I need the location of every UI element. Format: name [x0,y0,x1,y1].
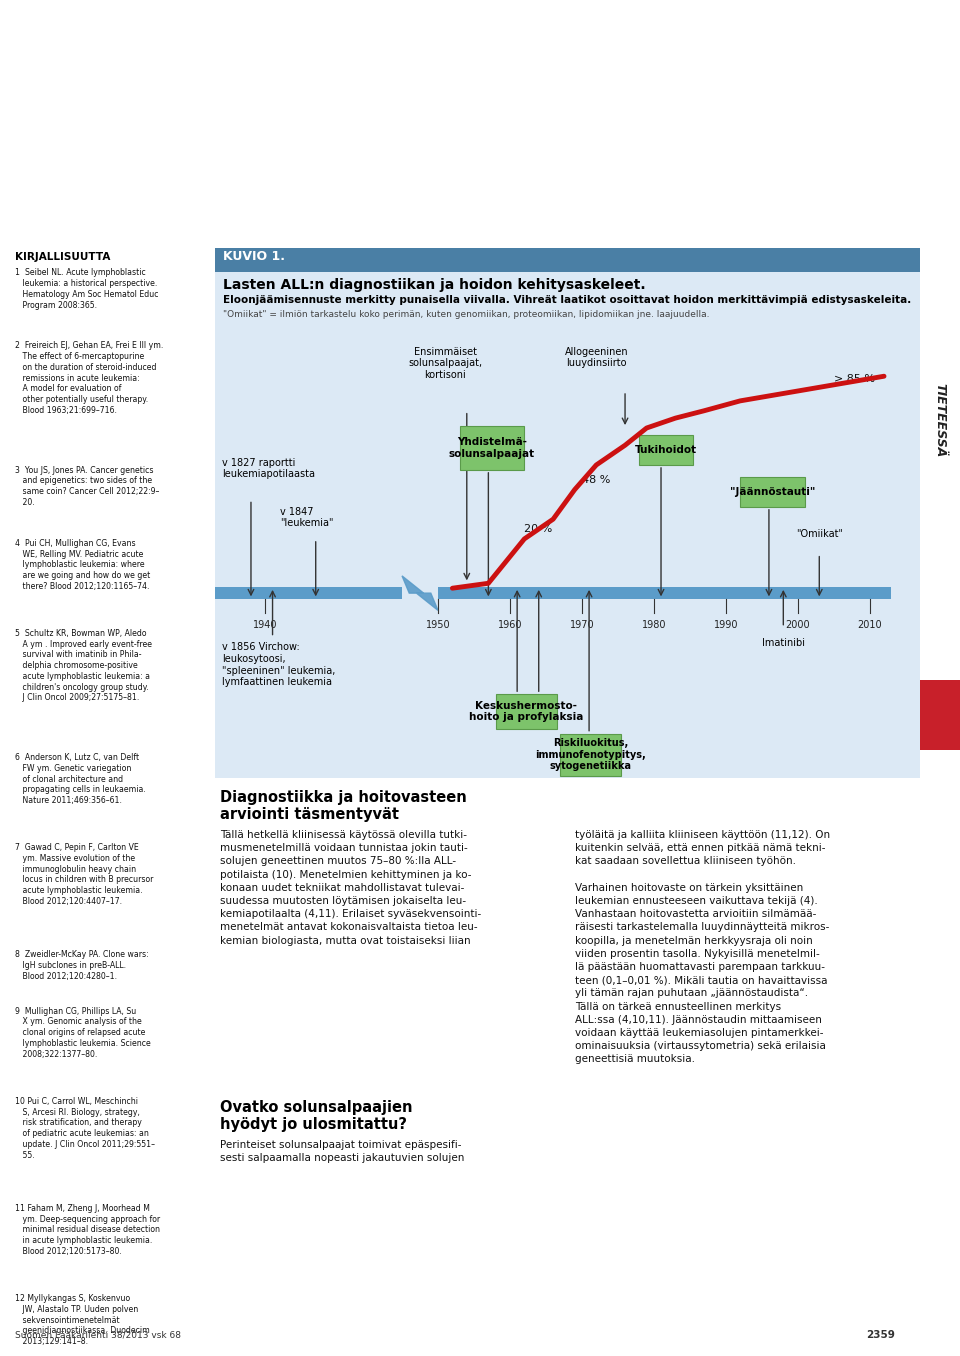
Text: Riskiluokitus,
immunofenotypitys,
sytogenetiikka: Riskiluokitus, immunofenotypitys, sytoge… [536,738,646,772]
Text: 6  Anderson K, Lutz C, van Delft
   FW ym. Genetic variegation
   of clonal arch: 6 Anderson K, Lutz C, van Delft FW ym. G… [15,753,146,805]
Bar [495,694,557,728]
Text: 2  Freireich EJ, Gehan EA, Frei E III ym.
   The effect of 6-mercaptopurine
   o: 2 Freireich EJ, Gehan EA, Frei E III ym.… [15,342,163,415]
Text: 20 %: 20 % [524,523,553,534]
Text: 1960: 1960 [497,620,522,631]
Text: KIRJALLISUUTTA: KIRJALLISUUTTA [15,252,110,262]
Text: "Omiikat": "Omiikat" [796,529,843,538]
Text: 1  Seibel NL. Acute lymphoblastic
   leukemia: a historical perspective.
   Hema: 1 Seibel NL. Acute lymphoblastic leukemi… [15,268,158,309]
Bar [215,248,920,273]
Text: 2000: 2000 [785,620,810,631]
Text: "Jäännöstauti": "Jäännöstauti" [730,487,815,498]
Text: v 1856 Virchow:
leukosytoosi,
"spleeninen" leukemia,
lymfaattinen leukemia: v 1856 Virchow: leukosytoosi, "spleenine… [222,643,336,687]
Text: TIETEESSÄ: TIETEESSÄ [933,384,947,457]
Text: > 85 %: > 85 % [833,374,875,384]
Bar [920,679,960,750]
Text: KUVIO 1.: KUVIO 1. [223,250,285,263]
Text: 5  Schultz KR, Bowman WP, Aledo
   A ym . Improved early event-free
   survival : 5 Schultz KR, Bowman WP, Aledo A ym . Im… [15,629,152,702]
Text: 1950: 1950 [425,620,450,631]
Text: Ensimmäiset
solunsalpaajat,
kortisoni: Ensimmäiset solunsalpaajat, kortisoni [408,347,482,380]
Text: 48 %: 48 % [582,475,611,484]
Text: Diagnostiikka ja hoitovasteen
arviointi täsmentyvät: Diagnostiikka ja hoitovasteen arviointi … [220,791,467,822]
Text: 1980: 1980 [641,620,666,631]
Bar [639,435,693,465]
Bar [740,477,804,507]
Text: Keskushermosto-
hoito ja profylaksia: Keskushermosto- hoito ja profylaksia [468,701,584,723]
Bar [438,587,891,599]
Text: 8  Zweidler-McKay PA. Clone wars:
   IgH subclones in preB-ALL.
   Blood 2012;12: 8 Zweidler-McKay PA. Clone wars: IgH sub… [15,951,149,980]
Text: Yhdistelmä-
solunsalpaajat: Yhdistelmä- solunsalpaajat [449,437,535,458]
Text: 1990: 1990 [713,620,738,631]
Text: 2010: 2010 [857,620,882,631]
Polygon shape [402,576,438,610]
Text: Imatinibi: Imatinibi [762,637,804,648]
Text: Perinteiset solunsalpaajat toimivat epäspesifi-
sesti salpaamalla nopeasti jakau: Perinteiset solunsalpaajat toimivat epäs… [220,1140,465,1163]
Text: Suomen Lääkärilehti 38/2013 vsk 68: Suomen Lääkärilehti 38/2013 vsk 68 [15,1330,181,1340]
Text: 1940: 1940 [253,620,277,631]
Text: 1970: 1970 [569,620,594,631]
Text: v 1827 raportti
leukemiapotilaasta: v 1827 raportti leukemiapotilaasta [222,457,315,479]
Text: "Omiikat" = ilmiön tarkastelu koko perimän, kuten genomiikan, proteomiikan, lipi: "Omiikat" = ilmiön tarkastelu koko perim… [223,311,709,319]
Text: 2359: 2359 [866,1330,895,1340]
Text: Ovatko solunsalpaajien
hyödyt jo ulosmitattu?: Ovatko solunsalpaajien hyödyt jo ulosmit… [220,1100,413,1132]
Text: 3  You JS, Jones PA. Cancer genetics
   and epigenetics: two sides of the
   sam: 3 You JS, Jones PA. Cancer genetics and … [15,465,159,507]
Text: Tällä hetkellä kliinisessä käytössä olevilla tutki-
musmenetelmillä voidaan tunn: Tällä hetkellä kliinisessä käytössä olev… [220,830,481,945]
Bar [215,273,920,778]
Text: v 1847
"leukemia": v 1847 "leukemia" [279,507,333,529]
Text: 12 Myllykangas S, Koskenvuo
   JW, Alastalo TP. Uuden polven
   sekvensointimene: 12 Myllykangas S, Koskenvuo JW, Alastalo… [15,1294,150,1347]
Text: 11 Faham M, Zheng J, Moorhead M
   ym. Deep-sequencing approach for
   minimal r: 11 Faham M, Zheng J, Moorhead M ym. Deep… [15,1204,160,1256]
Text: Eloonjäämisennuste merkitty punaisella viivalla. Vihreät laatikot osoittavat hoi: Eloonjäämisennuste merkitty punaisella v… [223,296,911,305]
Text: Lasten ALL:n diagnostiikan ja hoidon kehitysaskeleet.: Lasten ALL:n diagnostiikan ja hoidon keh… [223,278,646,292]
Bar [215,587,402,599]
Text: Tukihoidot: Tukihoidot [636,445,698,456]
Text: 9  Mullighan CG, Phillips LA, Su
   X ym. Genomic analysis of the
   clonal orig: 9 Mullighan CG, Phillips LA, Su X ym. Ge… [15,1006,151,1059]
Bar [561,734,621,776]
Text: Allogeeninen
luuydinsiirto: Allogeeninen luuydinsiirto [564,347,628,369]
Bar [460,426,524,471]
Text: 4  Pui CH, Mullighan CG, Evans
   WE, Relling MV. Pediatric acute
   lymphoblast: 4 Pui CH, Mullighan CG, Evans WE, Rellin… [15,538,151,591]
Text: 7  Gawad C, Pepin F, Carlton VE
   ym. Massive evolution of the
   immunoglobuli: 7 Gawad C, Pepin F, Carlton VE ym. Massi… [15,843,154,906]
Text: työläitä ja kalliita kliiniseen käyttöön (11,12). On
kuitenkin selvää, että enne: työläitä ja kalliita kliiniseen käyttöön… [575,830,830,1064]
Text: 10 Pui C, Carrol WL, Meschinchi
   S, Arcesi RI. Biology, strategy,
   risk stra: 10 Pui C, Carrol WL, Meschinchi S, Arces… [15,1097,156,1159]
